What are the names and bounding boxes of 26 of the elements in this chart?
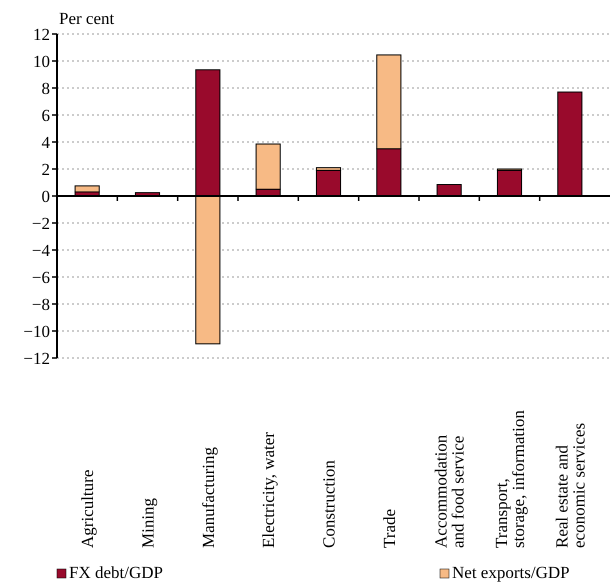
- x-tick-label: Accommodation and food service: [432, 434, 468, 548]
- legend-label: Net exports/GDP: [452, 563, 570, 582]
- y-tick-label: 4: [42, 132, 50, 152]
- x-tick-label: Transport, storage, information: [492, 410, 528, 548]
- bar: [74, 185, 100, 192]
- y-tick-label: 0: [42, 186, 50, 206]
- x-tick-label: Construction: [320, 460, 338, 548]
- x-tick-label: Mining: [138, 497, 158, 548]
- y-tick-label: −6: [32, 268, 50, 287]
- y-tick-label: −12: [23, 348, 50, 368]
- y-tick-label: 6: [42, 106, 50, 125]
- x-tick-label: Trade: [380, 508, 399, 548]
- y-tick-label: −8: [32, 294, 50, 314]
- y-tick-label: 2: [42, 160, 50, 179]
- y-tick-label: 8: [42, 78, 50, 98]
- x-tick-label: Real estate and economic services: [552, 422, 588, 548]
- y-tick-label: −4: [32, 240, 50, 260]
- y-axis-title: Per cent: [59, 9, 114, 28]
- x-tick-label: Manufacturing: [198, 446, 218, 548]
- x-tick-label: Electricity, water: [259, 432, 278, 548]
- y-tick-label: 12: [33, 24, 50, 44]
- x-tick-label: Agriculture: [78, 470, 98, 548]
- y-tick-label: 10: [33, 52, 50, 71]
- legend-label: FX debt/GDP: [69, 563, 163, 582]
- y-tick-label: −10: [23, 322, 50, 341]
- y-tick-label: −2: [32, 214, 50, 233]
